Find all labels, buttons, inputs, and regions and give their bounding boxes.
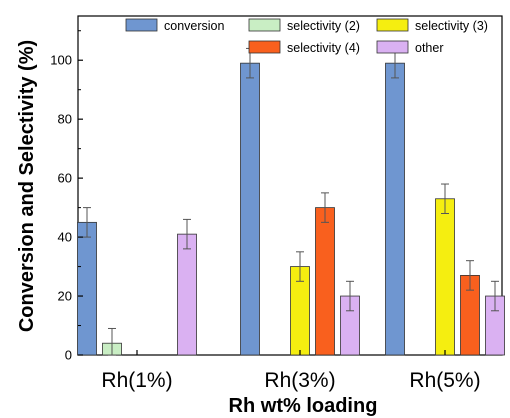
x-categories: Rh(1%) Rh(3%) Rh(5%) — [101, 350, 481, 392]
x-tick-label: Rh(1%) — [101, 369, 172, 392]
x-axis-label: Rh wt% loading — [229, 395, 378, 417]
bar — [385, 62, 405, 356]
legend-swatch — [376, 40, 409, 54]
y-tick-label: 0 — [65, 348, 72, 363]
y-axis-label: Conversion and Selectivity (%) — [16, 40, 38, 332]
y-tick-label: 60 — [58, 171, 72, 186]
bars — [77, 47, 505, 356]
legend-label: selectivity (3) — [415, 19, 488, 33]
bar — [77, 221, 97, 356]
x-tick-label: Rh(3%) — [264, 369, 335, 392]
legend-label: conversion — [164, 19, 224, 33]
bar — [315, 207, 335, 356]
legend-swatch — [248, 18, 281, 32]
legend-swatch — [125, 18, 158, 32]
axes — [77, 15, 503, 356]
legend-label: selectivity (4) — [287, 41, 360, 55]
legend: conversion selectivity (2) selectivity (3)… — [125, 18, 488, 55]
plot-frame — [77, 15, 503, 356]
y-tick-label: 80 — [58, 112, 72, 127]
y-tick-label: 100 — [50, 53, 72, 68]
legend-swatch — [248, 40, 281, 54]
bar — [240, 62, 260, 356]
bar — [435, 198, 455, 356]
y-ticks: 0 20 40 60 80 100 — [50, 30, 83, 363]
y-tick-label: 40 — [58, 230, 72, 245]
legend-label: selectivity (2) — [287, 19, 360, 33]
bar — [177, 233, 197, 356]
x-tick-label: Rh(5%) — [409, 369, 480, 392]
legend-swatch — [376, 18, 409, 32]
legend-label: other — [415, 41, 444, 55]
y-tick-label: 20 — [58, 289, 72, 304]
